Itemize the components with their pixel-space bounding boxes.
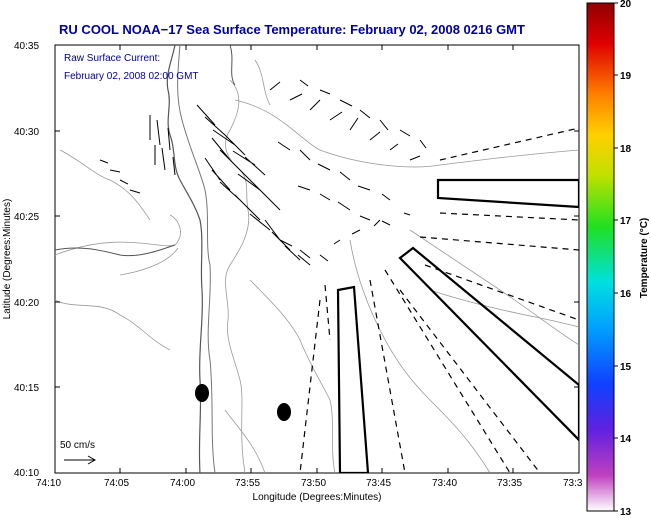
- bathymetry-contour: [349, 239, 491, 473]
- colorbar-tick-label: 14: [620, 434, 632, 445]
- station-marker: [277, 403, 291, 421]
- radar-coverage-boxes: [336, 178, 579, 473]
- x-tick-label: 74:05: [104, 478, 129, 489]
- bathymetry-contour: [249, 279, 336, 473]
- colorbar-tick-label: 18: [620, 144, 632, 155]
- subtitle-line2: February 02, 2008 02:00 GMT: [64, 71, 199, 82]
- colorbar-tick-label: 20: [620, 0, 632, 10]
- scale-arrowhead-icon: [87, 455, 97, 465]
- colorbar-tick-label: 13: [620, 507, 632, 518]
- x-tick-label: 74:00: [170, 478, 195, 489]
- y-tick-label: 40:35: [14, 41, 39, 52]
- y-tick-label: 40:10: [14, 468, 39, 479]
- plot-frame: [54, 44, 580, 474]
- map-area: [55, 45, 579, 473]
- colorbar: [586, 2, 615, 512]
- colorbar-ticks: [614, 2, 618, 512]
- bathymetry-contour: [59, 149, 151, 221]
- x-tick-label: 73:3: [563, 478, 583, 489]
- bathymetry-contour: [225, 79, 250, 473]
- scale-label: 50 cm/s: [60, 440, 95, 451]
- coastline: [166, 45, 203, 473]
- bathymetry-contour: [254, 59, 271, 106]
- subtitle-line1: Raw Surface Current:: [64, 53, 160, 64]
- bathymetry-contour: [224, 409, 266, 473]
- x-tick-label: 74:10: [36, 478, 61, 489]
- colorbar-tick-label: 17: [620, 216, 632, 227]
- station-marker: [195, 384, 209, 402]
- y-tick-label: 40:25: [14, 212, 39, 223]
- bathymetry-contour: [55, 214, 181, 256]
- current-vectors: [99, 79, 427, 266]
- bathymetry-contour: [234, 99, 579, 168]
- y-axis: [55, 130, 579, 388]
- y-tick-label: 40:15: [14, 383, 39, 394]
- bathymetry-contour: [409, 229, 579, 346]
- y-axis-title: Latitude (Degrees:Minutes): [2, 199, 13, 320]
- x-axis-title: Longitude (Degrees:Minutes): [253, 492, 382, 503]
- x-tick-label: 73:35: [497, 478, 522, 489]
- bathymetry-contour: [55, 299, 171, 351]
- x-axis: [54, 45, 514, 473]
- y-tick-label: 40:30: [14, 127, 39, 138]
- colorbar-title: Temperature (°C): [639, 218, 650, 299]
- coastline: [229, 45, 236, 86]
- bathymetry-contour: [429, 289, 579, 328]
- bathymetry-contour: [119, 247, 179, 276]
- x-tick-label: 73:45: [366, 478, 391, 489]
- x-tick-label: 73:55: [235, 478, 260, 489]
- radar-beam-lines: [299, 127, 579, 473]
- colorbar-tick-label: 16: [620, 289, 632, 300]
- bathymetry-contour: [177, 45, 216, 473]
- colorbar-tick-label: 15: [620, 362, 632, 373]
- coastline: [55, 244, 176, 257]
- x-tick-label: 73:40: [432, 478, 457, 489]
- map-title: RU COOL NOAA−17 Sea Surface Temperature:…: [59, 22, 525, 37]
- colorbar-tick-label: 19: [620, 71, 632, 82]
- x-tick-label: 73:50: [301, 478, 326, 489]
- y-tick-label: 40:20: [14, 298, 39, 309]
